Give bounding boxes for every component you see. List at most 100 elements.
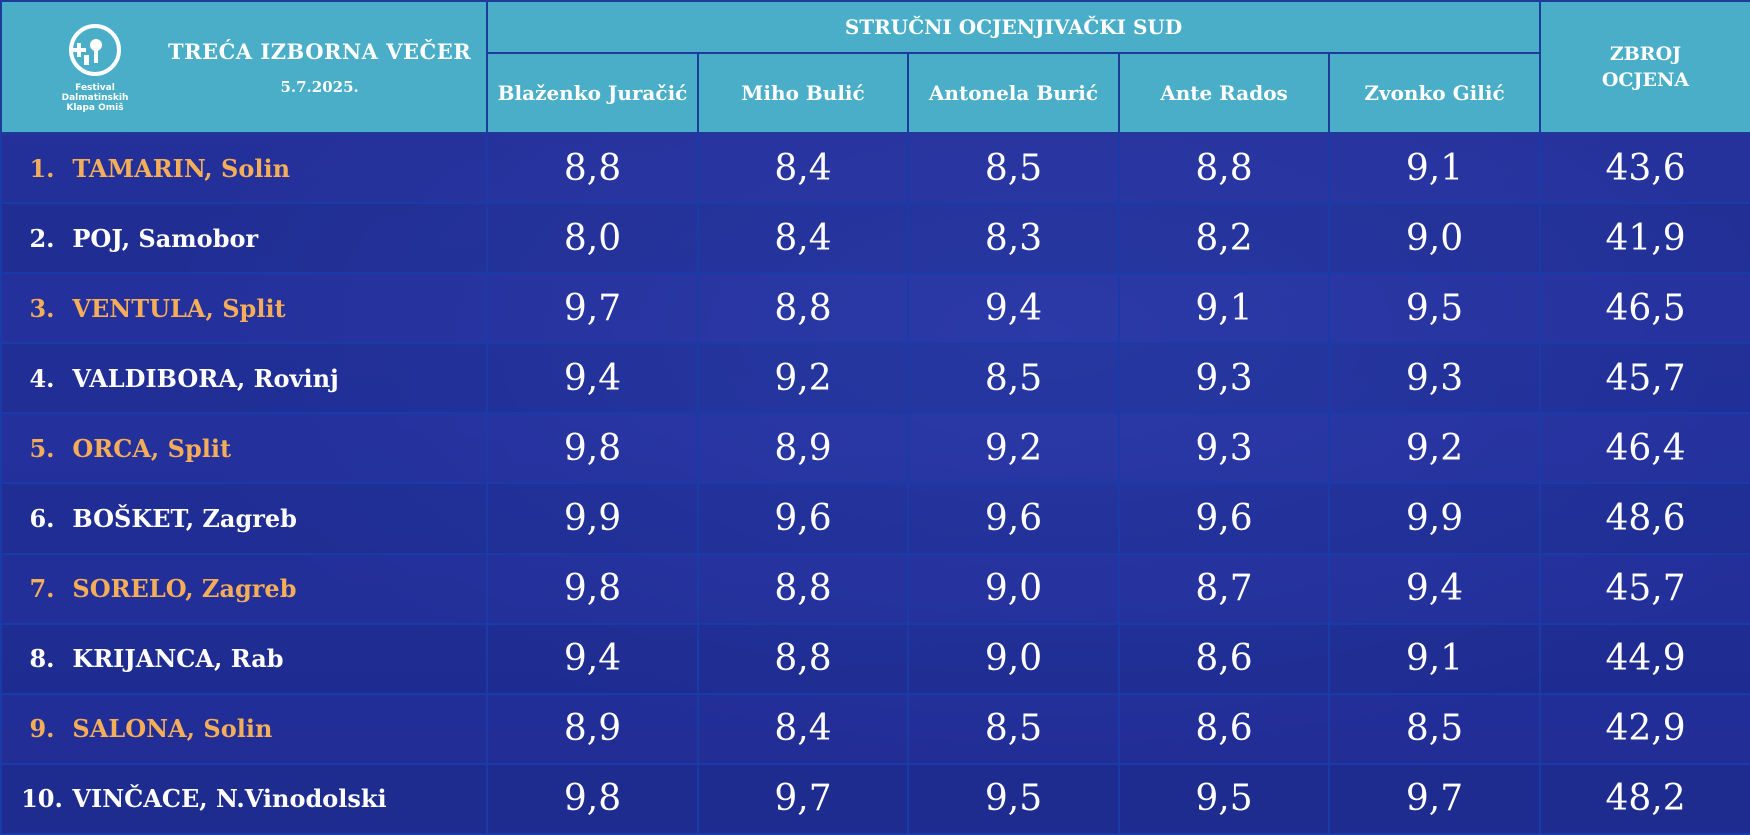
klapa-cell: 4. VALDIBORA, Rovinj [0,342,488,415]
judge-score-3: 9,0 [907,552,1120,625]
judge-name-1: Blaženko Juračić [486,52,699,134]
judge-score-4: 8,2 [1118,202,1330,275]
klapa-name: SORELO, Zagreb [72,574,297,604]
judge-score-5: 9,3 [1327,342,1542,415]
judge-score-3: 8,5 [907,342,1120,415]
judge-score-3: 9,6 [907,482,1120,555]
klapa-name: TAMARIN, Solin [72,153,291,183]
judge-score-1: 9,8 [486,412,699,485]
klapa-cell: 2. POJ, Samobor [0,202,488,275]
klapa-name: VENTULA, Split [72,293,286,323]
klapa-cell: 8. KRIJANCA, Rab [0,622,488,695]
festival-logo: Festival Dalmatinskih Klapa Omiš [50,21,140,113]
judge-score-5: 9,4 [1327,552,1542,625]
judge-score-3: 8,5 [907,131,1120,205]
judge-name-2: Miho Bulić [697,52,909,134]
judge-score-1: 9,9 [486,482,699,555]
judge-score-1: 9,7 [486,272,699,345]
judge-score-5: 8,5 [1327,692,1542,765]
judge-score-1: 9,8 [486,762,699,835]
judge-score-1: 8,8 [486,131,699,205]
klapa-cell: 9. SALONA, Solin [0,692,488,765]
total-header: ZBROJ OCJENA [1539,0,1750,134]
klapa-name: KRIJANCA, Rab [72,644,284,674]
judge-score-5: 9,1 [1327,131,1542,205]
judge-score-5: 9,9 [1327,482,1542,555]
judge-score-2: 8,8 [697,622,909,695]
rank-number: 2. [29,223,55,253]
judge-name-5: Zvonko Gilić [1327,52,1542,134]
judge-name-3: Antonela Burić [907,52,1120,134]
judge-score-3: 8,5 [907,692,1120,765]
judge-score-4: 9,3 [1118,342,1330,415]
title-cell: Festival Dalmatinskih Klapa Omiš TREĆA I… [0,0,488,134]
klapa-cell: 1. TAMARIN, Solin [0,131,488,205]
total-score: 48,6 [1539,482,1750,555]
evening-title: TREĆA IZBORNA VEČER [168,38,472,64]
klapa-name: POJ, Samobor [72,223,259,253]
judge-score-4: 9,5 [1118,762,1330,835]
klapa-cell: 7. SORELO, Zagreb [0,552,488,625]
result-row: 5. ORCA, Split 9,8 8,9 9,2 9,3 9,2 46,4 [0,412,1750,485]
judge-score-4: 9,1 [1118,272,1330,345]
klapa-name: ORCA, Split [72,433,232,463]
logo-text-3: Klapa Omiš [66,103,124,113]
judge-score-1: 8,9 [486,692,699,765]
judge-score-3: 9,0 [907,622,1120,695]
klapa-cell: 10. VINČACE, N.Vinodolski [0,762,488,835]
klapa-cell: 5. ORCA, Split [0,412,488,485]
judge-score-2: 9,2 [697,342,909,415]
rank-number: 4. [29,363,55,393]
result-row: 4. VALDIBORA, Rovinj 9,4 9,2 8,5 9,3 9,3 45,7 [0,342,1750,415]
klapa-cell: 6. BOŠKET, Zagreb [0,482,488,555]
total-score: 42,9 [1539,692,1750,765]
judge-score-5: 9,2 [1327,412,1542,485]
rank-number: 1. [29,153,55,183]
result-row: 1. TAMARIN, Solin 8,8 8,4 8,5 8,8 9,1 43,6 [0,131,1750,205]
klapa-name: BOŠKET, Zagreb [72,504,297,534]
judge-score-2: 8,4 [697,692,909,765]
total-score: 45,7 [1539,552,1750,625]
judge-score-4: 8,7 [1118,552,1330,625]
judge-score-5: 9,7 [1327,762,1542,835]
logo-text-1: Festival [75,83,115,93]
rank-number: 3. [29,293,55,323]
total-label-line1: ZBROJ [1609,43,1682,65]
klapa-name: VALDIBORA, Rovinj [72,363,339,393]
judge-score-4: 8,8 [1118,131,1330,205]
result-row: 10. VINČACE, N.Vinodolski 9,8 9,7 9,5 9,5 9,7… [0,762,1750,835]
judge-score-5: 9,0 [1327,202,1542,275]
rank-number: 5. [29,433,55,463]
judge-score-2: 8,8 [697,552,909,625]
judge-score-2: 9,6 [697,482,909,555]
total-score: 46,4 [1539,412,1750,485]
judge-score-3: 9,4 [907,272,1120,345]
total-score: 41,9 [1539,202,1750,275]
total-score: 48,2 [1539,762,1750,835]
judge-score-4: 8,6 [1118,622,1330,695]
judge-score-3: 8,3 [907,202,1120,275]
rank-number: 6. [29,504,55,534]
rank-number: 7. [29,574,55,604]
result-row: 9. SALONA, Solin 8,9 8,4 8,5 8,6 8,5 42,9 [0,692,1750,765]
klapa-name: SALONA, Solin [72,714,273,744]
judge-score-2: 8,4 [697,202,909,275]
judge-score-2: 8,4 [697,131,909,205]
total-score: 46,5 [1539,272,1750,345]
judge-score-4: 8,6 [1118,692,1330,765]
rank-number: 9. [29,714,55,744]
result-row: 8. KRIJANCA, Rab 9,4 8,8 9,0 8,6 9,1 44,9 [0,622,1750,695]
result-row: 6. BOŠKET, Zagreb 9,9 9,6 9,6 9,6 9,9 48,6 [0,482,1750,555]
judge-score-1: 9,8 [486,552,699,625]
judge-score-5: 9,5 [1327,272,1542,345]
total-score: 44,9 [1539,622,1750,695]
judge-score-2: 8,8 [697,272,909,345]
klapa-name: VINČACE, N.Vinodolski [72,784,387,814]
rank-number: 10. [21,784,63,814]
rank-number: 8. [29,644,55,674]
klapa-cell: 3. VENTULA, Split [0,272,488,345]
judge-score-2: 8,9 [697,412,909,485]
results-rows: 1. TAMARIN, Solin 8,8 8,4 8,5 8,8 9,1 43,6 2. P… [0,131,1750,835]
judge-score-2: 9,7 [697,762,909,835]
